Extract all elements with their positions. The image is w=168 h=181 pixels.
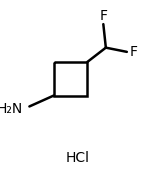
Text: HCl: HCl (65, 151, 89, 165)
Text: H₂N: H₂N (0, 102, 23, 116)
Text: F: F (99, 9, 107, 23)
Text: F: F (129, 45, 137, 59)
